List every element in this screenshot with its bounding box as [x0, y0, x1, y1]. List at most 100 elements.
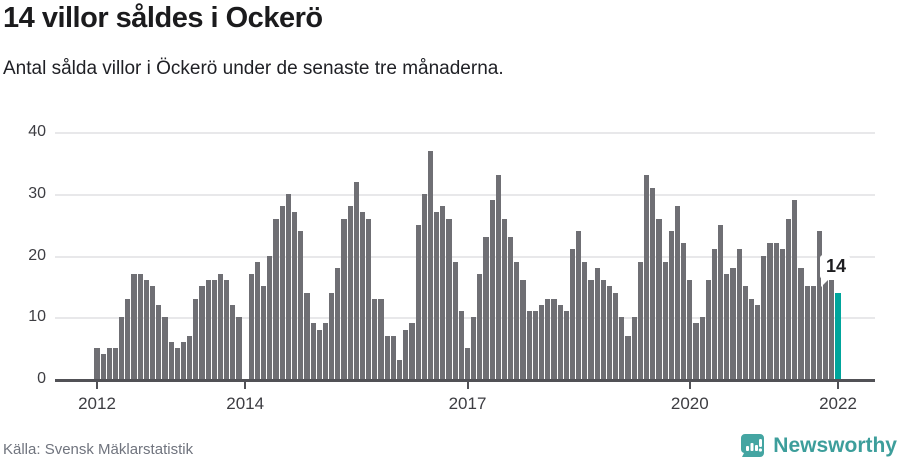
bar [452, 261, 458, 379]
newsworthy-logo-icon [740, 433, 765, 458]
bar [687, 280, 693, 379]
bar [396, 360, 403, 379]
bar [711, 249, 718, 379]
bar [403, 329, 409, 379]
x-axis-tick-label: 2017 [448, 394, 487, 413]
x-axis-tick-label: 2022 [819, 394, 857, 413]
bar [211, 280, 217, 379]
bar [606, 286, 613, 379]
newsworthy-wordmark: Newsworthy [773, 433, 897, 457]
bar [236, 317, 242, 379]
bar [187, 335, 193, 379]
bar [248, 274, 254, 379]
bar [341, 218, 347, 379]
y-axis-tick-label: 30 [28, 184, 46, 202]
bar [761, 255, 767, 379]
bar [125, 298, 131, 379]
bar [779, 249, 785, 379]
bar [224, 280, 230, 379]
x-axis-tick-label: 2014 [226, 394, 265, 413]
bar [656, 218, 662, 379]
bar [767, 243, 773, 379]
bar [353, 181, 359, 379]
bar [539, 304, 545, 379]
bar [94, 348, 100, 379]
bar [545, 298, 551, 379]
bar [823, 274, 829, 379]
bar [563, 311, 569, 379]
bar [174, 348, 180, 379]
bar [829, 280, 835, 379]
bar [131, 274, 137, 379]
x-axis-tick-mark [244, 381, 247, 389]
bar [180, 341, 187, 379]
bar [112, 348, 119, 379]
bar [514, 261, 520, 379]
bar [322, 323, 329, 379]
bar [279, 206, 285, 379]
bar [637, 261, 643, 379]
bar [588, 280, 594, 379]
bar [366, 218, 372, 379]
bar [520, 280, 526, 379]
bar [508, 237, 514, 379]
bar [168, 341, 174, 379]
bar [724, 274, 730, 379]
x-axis-tick-mark [837, 381, 839, 389]
bar [310, 323, 316, 379]
bar [421, 193, 427, 379]
bar [625, 335, 631, 379]
bar [718, 224, 724, 379]
bar [804, 286, 810, 379]
chart-title: 14 villor såldes i Ockerö [3, 2, 323, 34]
bar [273, 218, 279, 379]
y-axis-tick-label: 40 [28, 123, 46, 141]
highlight-value-callout: 14 [820, 255, 851, 287]
bar [582, 261, 588, 379]
bar [106, 348, 112, 379]
bar [495, 175, 501, 379]
bar [755, 304, 761, 379]
bar [742, 286, 748, 379]
bar [471, 317, 477, 379]
bar [372, 298, 378, 379]
bar [409, 323, 415, 379]
bar [619, 317, 625, 379]
bar [205, 280, 211, 379]
x-axis-tick-mark [96, 381, 98, 389]
bar [736, 249, 742, 379]
bar [532, 311, 538, 379]
bar [335, 267, 341, 379]
bar [261, 286, 267, 379]
gridline [55, 132, 875, 135]
bar [199, 286, 205, 379]
bar [798, 267, 804, 379]
footer: Källa: Svensk Mäklarstatistik Newsworthy [0, 430, 900, 474]
bar [551, 298, 557, 379]
bar [230, 304, 236, 379]
y-axis-tick-label: 10 [28, 308, 46, 326]
bar [217, 274, 224, 379]
bar [156, 304, 162, 379]
bar [427, 150, 434, 379]
bar [292, 212, 298, 379]
bar [384, 335, 390, 379]
gridline [55, 193, 875, 196]
bar [748, 298, 755, 379]
bar [773, 243, 779, 379]
y-axis-tick-label: 0 [37, 370, 46, 387]
newsworthy-brand[interactable]: Newsworthy [740, 433, 897, 458]
bar [137, 274, 143, 379]
bar [699, 317, 705, 379]
bar [446, 218, 452, 379]
bar [415, 224, 421, 379]
bar [576, 230, 582, 379]
bar [489, 200, 495, 379]
bar [816, 230, 823, 379]
bar [149, 286, 156, 379]
bar [600, 280, 606, 379]
bar [693, 323, 699, 379]
bar [347, 206, 353, 379]
bar [662, 261, 668, 379]
